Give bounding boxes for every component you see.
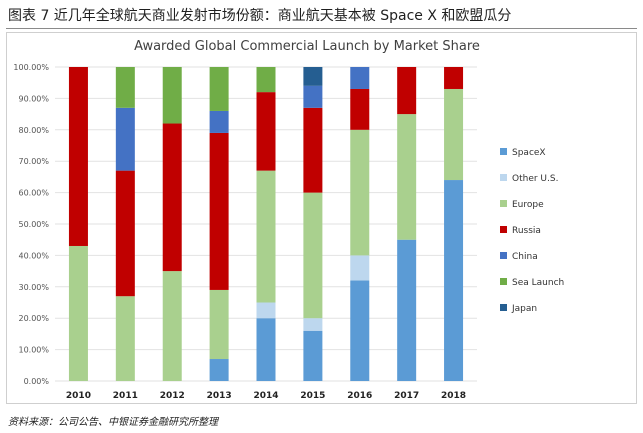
x-tick-label: 2012 [160, 391, 185, 401]
bar-segment-spacex-2015 [303, 330, 323, 381]
bar-segment-china-2015 [303, 85, 323, 108]
bar-segment-spacex-2016 [350, 280, 370, 381]
legend-label-russia: Russia [512, 226, 541, 236]
y-tick-label: 0.00% [24, 377, 50, 386]
y-axis: 0.00% 10.00% 20.00% 30.00% 40.00% 50.00% 60.00… [13, 63, 49, 386]
bar-segment-europe-2016 [350, 129, 370, 256]
chart-frame: Awarded Global Commercial Launch by Mark… [6, 32, 637, 404]
x-tick-label: 2016 [347, 391, 372, 401]
legend-label-china: China [512, 252, 538, 262]
bar-segment-china-2013 [209, 110, 229, 133]
y-tick-label: 50.00% [18, 220, 49, 229]
x-tick-label: 2017 [394, 391, 419, 401]
y-tick-label: 20.00% [18, 314, 49, 323]
y-tick-label: 80.00% [18, 126, 49, 135]
y-tick-label: 60.00% [18, 189, 49, 198]
x-axis: 2010 2011 2012 2013 2014 2015 2016 2017 2018 [66, 391, 466, 401]
y-tick-label: 90.00% [18, 94, 49, 103]
bar-segment-sea-launch-2011 [115, 67, 135, 108]
bar-segment-russia-2013 [209, 132, 229, 290]
chart-bars [68, 67, 464, 381]
bar-segment-spacex-2018 [444, 180, 464, 381]
x-tick-label: 2010 [66, 391, 91, 401]
bar-segment-russia-2011 [115, 170, 135, 297]
legend-swatch-other-u-s- [500, 174, 507, 181]
legend-swatch-spacex [500, 148, 507, 155]
bar-segment-europe-2014 [256, 170, 276, 303]
bar-segment-europe-2010 [68, 245, 88, 381]
bar-segment-europe-2012 [162, 271, 182, 381]
x-tick-label: 2015 [300, 391, 325, 401]
x-tick-label: 2014 [253, 391, 278, 401]
bar-segment-other-u-s--2014 [256, 302, 276, 319]
legend-label-japan: Japan [511, 304, 537, 314]
bar-segment-russia-2015 [303, 107, 323, 193]
chart-legend: SpaceX Other U.S. Europe Russia China Sea Lau… [500, 148, 564, 314]
bar-segment-spacex-2014 [256, 318, 276, 381]
bar-segment-japan-2015 [303, 67, 323, 86]
bar-segment-russia-2017 [397, 67, 417, 115]
bar-segment-russia-2018 [444, 67, 464, 89]
y-tick-label: 100.00% [13, 63, 49, 72]
bar-segment-sea-launch-2013 [209, 67, 229, 111]
bar-segment-europe-2018 [444, 88, 464, 181]
y-tick-label: 70.00% [18, 157, 49, 166]
x-tick-label: 2018 [441, 391, 466, 401]
bar-segment-other-u-s--2016 [350, 255, 370, 281]
bar-segment-russia-2016 [350, 88, 370, 130]
bar-segment-europe-2011 [115, 296, 135, 381]
bar-segment-spacex-2017 [397, 239, 417, 381]
chart-title: Awarded Global Commercial Launch by Mark… [134, 39, 480, 54]
figure-source: 资料来源：公司公告、中银证券金融研究所整理 [8, 417, 218, 428]
x-tick-label: 2011 [113, 391, 138, 401]
legend-label-europe: Europe [512, 200, 544, 210]
legend-swatch-europe [500, 200, 507, 207]
bar-segment-china-2016 [350, 67, 370, 89]
bar-segment-russia-2010 [68, 67, 88, 246]
bar-segment-sea-launch-2014 [256, 67, 276, 93]
bar-segment-spacex-2013 [209, 359, 229, 381]
bar-segment-russia-2012 [162, 123, 182, 272]
bar-segment-other-u-s--2015 [303, 318, 323, 331]
y-tick-label: 30.00% [18, 283, 49, 292]
figure-caption: 图表 7 近几年全球航天商业发射市场份额：商业航天基本被 Space X 和欧盟… [8, 8, 512, 24]
y-tick-label: 40.00% [18, 251, 49, 260]
figure-header: 图表 7 近几年全球航天商业发射市场份额：商业航天基本被 Space X 和欧盟… [6, 5, 637, 29]
caption-divider [6, 28, 637, 29]
y-tick-label: 10.00% [18, 346, 49, 355]
legend-swatch-china [500, 252, 507, 259]
bar-segment-sea-launch-2012 [162, 67, 182, 124]
bar-segment-europe-2017 [397, 114, 417, 240]
legend-label-sea-launch: Sea Launch [512, 278, 564, 288]
stacked-bar-chart: Awarded Global Commercial Launch by Mark… [13, 39, 564, 401]
legend-label-other-u-s-: Other U.S. [512, 174, 558, 184]
x-tick-label: 2013 [207, 391, 232, 401]
legend-label-spacex: SpaceX [512, 148, 546, 158]
legend-swatch-sea-launch [500, 278, 507, 285]
bar-segment-russia-2014 [256, 92, 276, 171]
bar-segment-europe-2013 [209, 289, 229, 360]
bar-segment-china-2011 [115, 107, 135, 171]
legend-swatch-japan [500, 304, 507, 311]
bar-segment-europe-2015 [303, 192, 323, 319]
legend-swatch-russia [500, 226, 507, 233]
